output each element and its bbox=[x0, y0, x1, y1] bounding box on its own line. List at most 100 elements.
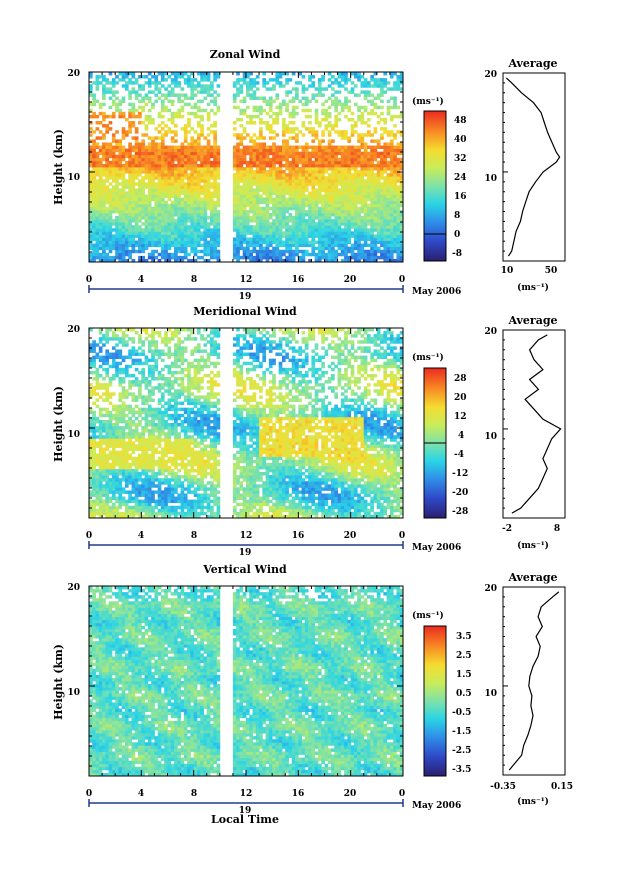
heatmap-cell bbox=[347, 176, 352, 180]
heatmap-cell bbox=[151, 117, 155, 122]
heatmap-cell bbox=[144, 231, 149, 235]
heatmap-cell bbox=[177, 194, 181, 199]
heatmap-cell bbox=[95, 453, 100, 458]
heatmap-cell bbox=[98, 145, 103, 150]
heatmap-cell bbox=[262, 157, 267, 162]
heatmap-cell bbox=[367, 206, 371, 211]
heatmap-cell bbox=[396, 142, 401, 146]
heatmap-cell bbox=[193, 206, 198, 211]
heatmap-cell bbox=[102, 191, 106, 195]
heatmap-cell bbox=[105, 514, 110, 519]
heatmap-cell bbox=[344, 194, 348, 199]
heatmap-cell bbox=[121, 179, 126, 183]
heatmap-cell bbox=[98, 493, 103, 497]
heatmap-cell bbox=[314, 225, 319, 229]
heatmap-cell bbox=[157, 124, 162, 128]
heatmap-cell bbox=[386, 176, 391, 180]
heatmap-cell bbox=[344, 87, 348, 91]
heatmap-cell bbox=[357, 105, 361, 110]
heatmap-cell bbox=[262, 99, 267, 104]
heatmap-cell bbox=[190, 148, 195, 153]
heatmap-cell bbox=[295, 145, 299, 150]
heatmap-cell bbox=[308, 225, 312, 229]
heatmap-cell bbox=[321, 145, 325, 150]
heatmap-cell bbox=[144, 176, 149, 180]
heatmap-cell bbox=[386, 87, 391, 91]
heatmap-cell bbox=[203, 148, 208, 153]
heatmap-cell bbox=[363, 173, 368, 177]
heatmap-cell bbox=[278, 234, 283, 238]
heatmap-cell bbox=[92, 490, 96, 494]
heatmap-cell bbox=[157, 237, 162, 241]
heatmap-cell bbox=[108, 96, 113, 100]
heatmap-cell bbox=[102, 361, 106, 366]
heatmap-cell bbox=[111, 426, 116, 430]
heatmap-cell bbox=[108, 90, 113, 94]
heatmap-cell bbox=[285, 225, 289, 229]
heatmap-cell bbox=[151, 191, 155, 195]
heatmap-cell bbox=[105, 398, 110, 402]
heatmap-cell bbox=[347, 148, 352, 153]
heatmap-cell bbox=[334, 203, 338, 208]
heatmap-cell bbox=[317, 145, 322, 150]
heatmap-cell bbox=[121, 148, 126, 153]
heatmap-cell bbox=[288, 145, 293, 150]
heatmap-cell bbox=[285, 219, 289, 223]
heatmap-cell bbox=[105, 456, 110, 461]
heatmap-cell bbox=[383, 154, 388, 159]
heatmap-cell bbox=[151, 234, 155, 238]
heatmap-cell bbox=[298, 191, 302, 195]
heatmap-cell bbox=[92, 349, 96, 353]
heatmap-cell bbox=[314, 234, 319, 238]
heatmap-cell bbox=[115, 407, 119, 412]
heatmap-cell bbox=[105, 197, 110, 202]
heatmap-cell bbox=[108, 222, 113, 226]
heatmap-cell bbox=[386, 222, 391, 226]
heatmap-cell bbox=[190, 249, 195, 254]
heatmap-cell bbox=[252, 142, 257, 146]
heatmap-cell bbox=[157, 225, 162, 229]
heatmap-cell bbox=[350, 157, 355, 162]
heatmap-cell bbox=[147, 148, 152, 153]
heatmap-cell bbox=[232, 121, 237, 125]
heatmap-cell bbox=[115, 487, 119, 491]
heatmap-cell bbox=[321, 216, 325, 220]
heatmap-cell bbox=[95, 114, 100, 119]
heatmap-cell bbox=[373, 243, 378, 248]
heatmap-cell bbox=[321, 102, 325, 107]
heatmap-cell bbox=[268, 249, 273, 254]
heatmap-cell bbox=[357, 231, 361, 235]
heatmap-cell bbox=[350, 185, 355, 189]
heatmap-cell bbox=[210, 130, 214, 134]
heatmap-cell bbox=[203, 237, 208, 241]
heatmap-cell bbox=[311, 139, 316, 143]
heatmap-cell bbox=[213, 121, 217, 125]
heatmap-cell bbox=[213, 252, 217, 257]
heatmap-cell bbox=[373, 157, 378, 162]
heatmap-cell bbox=[295, 188, 299, 192]
heatmap-cell bbox=[121, 465, 126, 470]
heatmap-cell bbox=[115, 225, 119, 229]
heatmap-cell bbox=[200, 87, 204, 91]
heatmap-cell bbox=[288, 163, 293, 168]
heatmap-cell bbox=[239, 222, 244, 226]
heatmap-cell bbox=[239, 157, 244, 162]
heatmap-cell bbox=[370, 75, 374, 79]
heatmap-cell bbox=[389, 163, 394, 168]
heatmap-cell bbox=[196, 197, 201, 202]
heatmap-cell bbox=[373, 78, 378, 82]
heatmap-cell bbox=[118, 173, 123, 177]
heatmap-cell bbox=[206, 200, 211, 205]
heatmap-cell bbox=[386, 81, 391, 85]
heatmap-cell bbox=[321, 148, 325, 153]
heatmap-cell bbox=[252, 93, 257, 97]
heatmap-cell bbox=[301, 96, 306, 100]
heatmap-cell bbox=[118, 438, 123, 442]
heatmap-cell bbox=[331, 203, 335, 208]
heatmap-cell bbox=[389, 151, 394, 156]
heatmap-cell bbox=[111, 493, 116, 497]
heatmap-cell bbox=[108, 435, 113, 439]
heatmap-cell bbox=[108, 170, 113, 174]
heatmap-cell bbox=[210, 234, 214, 238]
heatmap-cell bbox=[151, 209, 155, 214]
